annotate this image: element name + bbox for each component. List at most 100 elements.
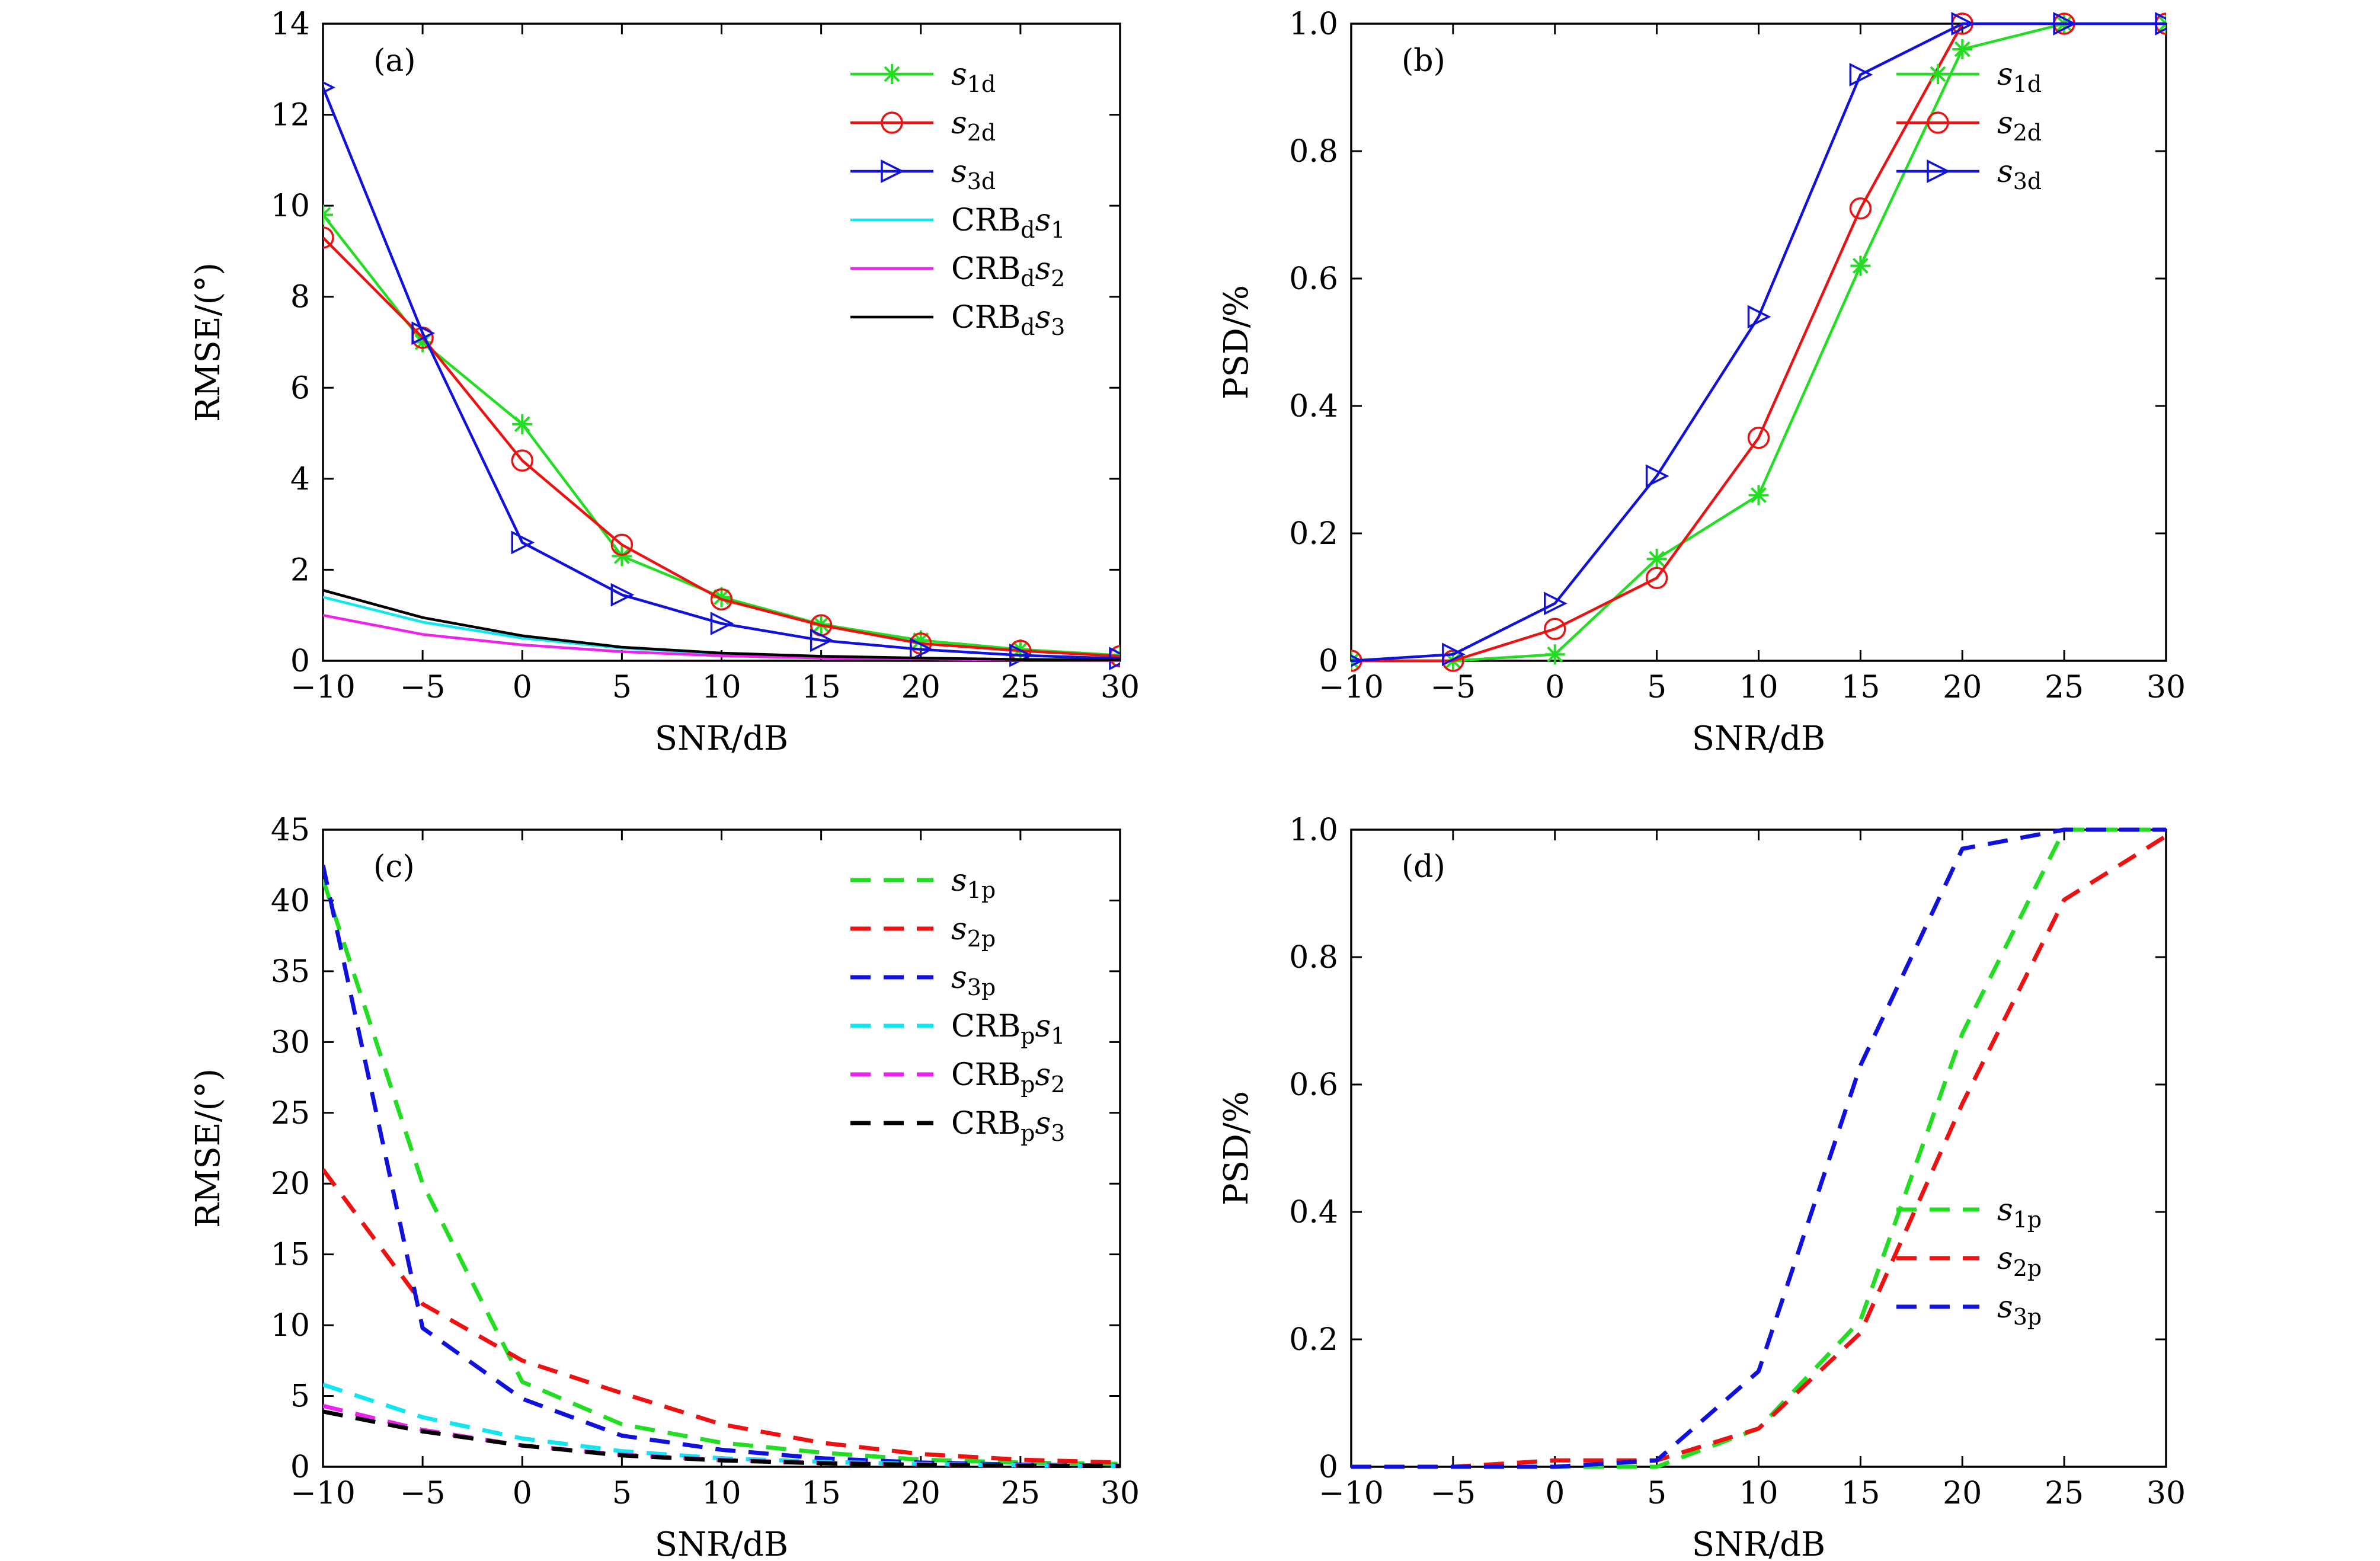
y-tick-label: 0.8 — [1289, 940, 1338, 975]
x-tick-label: 25 — [1001, 670, 1040, 705]
x-tick-label: 5 — [612, 1476, 632, 1511]
legend-label-CRBps3: CRBps3 — [951, 1106, 1065, 1146]
series-line-s2d — [323, 236, 1120, 658]
y-tick-label: 5 — [290, 1379, 310, 1415]
legend-label-s3p: s3p — [951, 960, 996, 1000]
y-tick-label: 0.2 — [1289, 516, 1338, 552]
legend-marker-s1d — [882, 64, 902, 84]
data-point-s1d — [412, 332, 433, 353]
data-point-s1d — [1748, 485, 1769, 506]
y-tick-label: 45 — [271, 813, 310, 848]
data-point-s2d — [1849, 197, 1872, 220]
x-tick-label: 25 — [1001, 1476, 1040, 1511]
series-group — [323, 864, 1120, 1469]
series-line-s2p — [323, 1168, 1120, 1465]
y-tick-label: 40 — [271, 883, 310, 919]
data-point-s3d — [1951, 12, 1975, 36]
x-tick-label: 15 — [1841, 1476, 1880, 1511]
x-tick-label: −5 — [400, 670, 446, 705]
legend-label-s1p: s1p — [1997, 1192, 2042, 1233]
y-axis-label: PSD/% — [1217, 285, 1256, 399]
x-tick-label: −10 — [1319, 670, 1384, 705]
legend-label-s3d: s3d — [951, 154, 996, 194]
data-point-s3d — [1747, 305, 1771, 329]
series-line-s2p — [1351, 834, 2166, 1469]
x-tick-label: 10 — [1739, 670, 1778, 705]
chart-panel-d: −10 −5 0 5 10 15 20 25 30 0 0.2 0.4 0.6 0.8 1.0 SNR/dB P… — [1217, 813, 2186, 1561]
x-tick-label: 30 — [2147, 1476, 2186, 1511]
data-point-s3d — [411, 321, 436, 345]
y-tick-label: 0 — [290, 644, 310, 679]
plot-frame — [322, 829, 1121, 1468]
data-point-s1d — [711, 587, 732, 607]
legend-label-s2d: s2d — [1997, 105, 2042, 146]
x-tick-label: −5 — [1431, 670, 1476, 705]
legend-label-s3p: s3p — [1997, 1290, 2042, 1330]
data-point-s1d — [512, 414, 533, 434]
legend-label-CRBds3: CRBds3 — [951, 300, 1065, 340]
x-tick-label: 25 — [2045, 1476, 2084, 1511]
data-point-s2d — [323, 226, 334, 249]
data-point-s2d — [1645, 567, 1668, 589]
data-point-s3d — [810, 628, 834, 652]
x-tick-label: −10 — [1319, 1476, 1384, 1511]
y-tick-label: 14 — [271, 7, 310, 42]
x-tick-label: 10 — [702, 670, 741, 705]
chart-panel-a: −10 −5 0 5 10 15 20 25 30 0 2 4 6 8 10 12 14 SNR/dB RMSE/(… — [189, 7, 1140, 758]
y-tick-label: 0.2 — [1289, 1322, 1338, 1358]
series-group — [1351, 12, 2166, 672]
series-line-s1p — [323, 878, 1120, 1466]
y-axis-label: RMSE/(°) — [189, 263, 228, 422]
series-line-s2d — [1351, 22, 2166, 663]
series-line-s3p — [1351, 827, 2166, 1469]
x-tick-label: 15 — [802, 670, 841, 705]
x-tick-label: −5 — [400, 1476, 446, 1511]
x-tick-label: 30 — [1101, 670, 1140, 705]
x-tick-label: −10 — [290, 1476, 356, 1511]
y-tick-label: 0.8 — [1289, 134, 1338, 169]
y-tick-label: 6 — [290, 370, 310, 406]
x-tick-label: 0 — [1545, 1476, 1565, 1511]
data-point-s3d — [1645, 464, 1669, 488]
legend-marker-s1d — [1928, 64, 1948, 84]
legend-label-s3d: s3d — [1997, 154, 2042, 194]
legend-label-s1d: s1d — [1997, 57, 2042, 97]
data-point-s3d — [1544, 591, 1568, 616]
plot-frame — [322, 23, 1121, 662]
data-point-s1d — [1544, 644, 1565, 665]
y-tick-label: 8 — [290, 280, 310, 315]
y-tick-label: 35 — [271, 954, 310, 990]
data-point-s3d — [1849, 63, 1873, 87]
legend-label-CRBps1: CRBps1 — [951, 1009, 1065, 1049]
series-line-s1d — [1351, 22, 2166, 663]
data-point-s1d — [1646, 549, 1667, 569]
legend-label-CRBps2: CRBps2 — [951, 1057, 1065, 1098]
data-point-s2d — [1544, 618, 1566, 640]
x-tick-label: 20 — [901, 1476, 941, 1511]
x-tick-label: 15 — [1841, 670, 1880, 705]
legend-marker-s3d — [881, 159, 904, 183]
panel-label: (c) — [373, 849, 415, 885]
data-point-s3d — [511, 530, 535, 555]
series-group — [1351, 827, 2166, 1469]
legend-marker-s2d — [1927, 111, 1949, 134]
legend-label-s2p: s2p — [1997, 1241, 2042, 1281]
series-group — [323, 81, 1120, 670]
y-tick-label: 10 — [271, 188, 310, 224]
panel-label: (a) — [373, 43, 416, 79]
y-axis-label: RMSE/(°) — [189, 1069, 228, 1228]
y-tick-label: 1.0 — [1289, 7, 1338, 42]
y-tick-label: 15 — [271, 1237, 310, 1273]
legend-label-CRBds1: CRBds1 — [951, 203, 1065, 243]
legend-label-s1d: s1d — [951, 57, 996, 97]
y-tick-label: 25 — [271, 1096, 310, 1131]
series-line-CRBps1 — [323, 1383, 1120, 1469]
x-tick-label: 0 — [1545, 670, 1565, 705]
y-tick-label: 1.0 — [1289, 813, 1338, 848]
y-tick-label: 12 — [271, 98, 310, 133]
y-tick-label: 0.6 — [1289, 261, 1338, 297]
data-point-s3d — [610, 583, 635, 607]
data-point-s3d — [710, 612, 734, 635]
data-point-s2d — [610, 533, 634, 556]
series-line-CRBps3 — [323, 1409, 1120, 1469]
